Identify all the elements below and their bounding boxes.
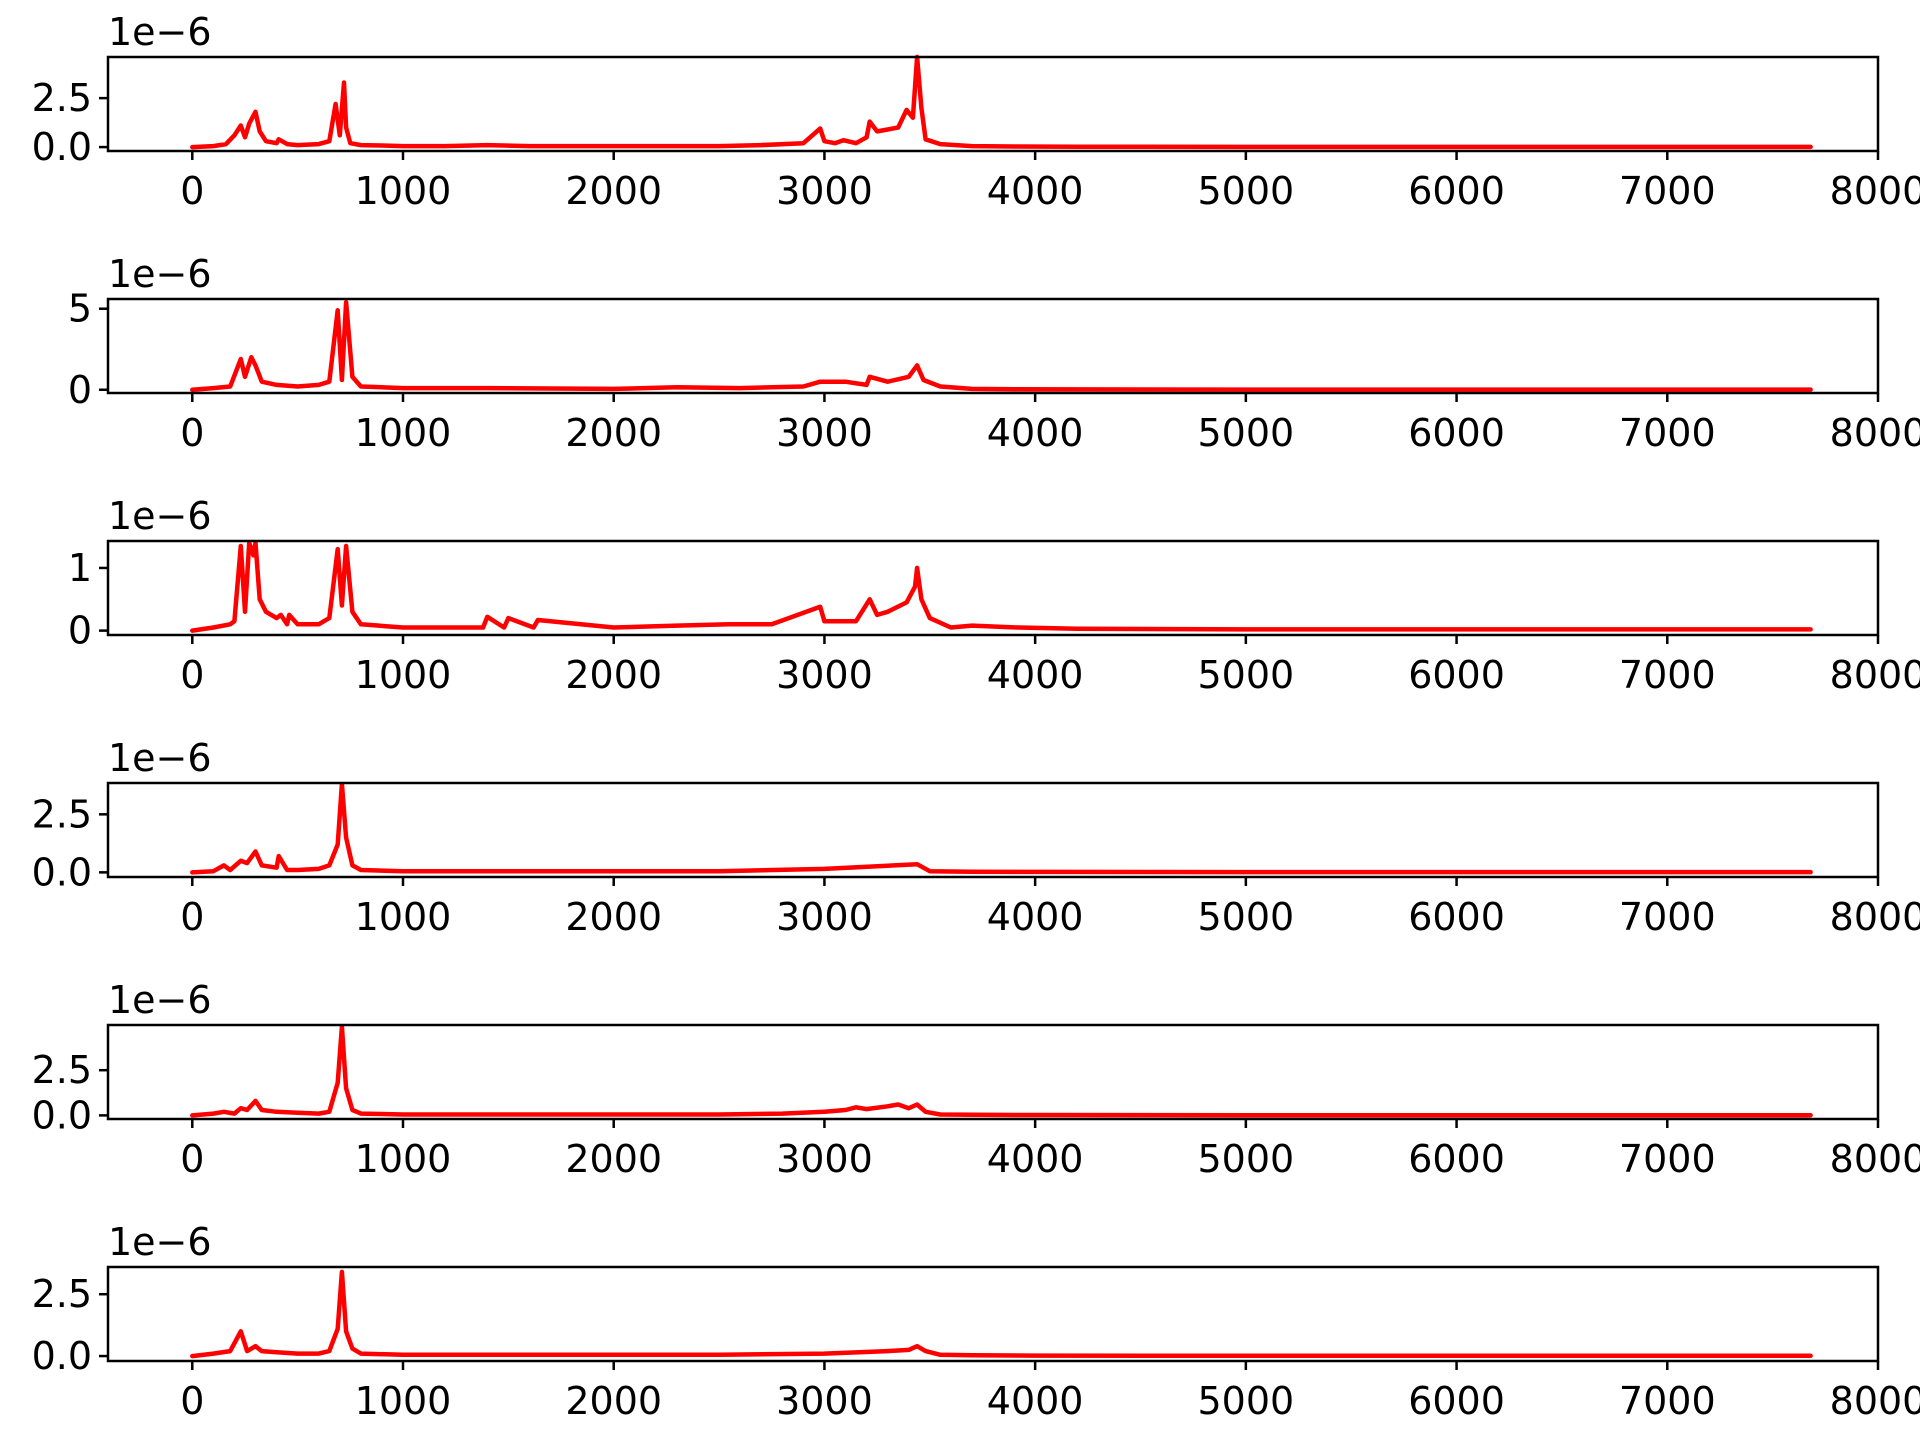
series-line bbox=[190, 54, 1813, 150]
y-tick-label: 2.5 bbox=[32, 1048, 92, 1092]
x-tick-label: 7000 bbox=[1619, 895, 1716, 939]
x-tick-label: 6000 bbox=[1408, 895, 1505, 939]
x-tick-label: 2000 bbox=[565, 1137, 662, 1181]
y-offset-label: 1e−6 bbox=[108, 1220, 212, 1264]
x-tick-label: 8000 bbox=[1830, 411, 1920, 455]
x-tick-label: 4000 bbox=[987, 895, 1084, 939]
subplot-1: 0 1000 2000 3000 4000 5000 6000 7000 8000 0.0 2.5 1… bbox=[32, 10, 1920, 213]
axes-frame bbox=[106, 781, 1880, 879]
y-offset-label: 1e−6 bbox=[108, 978, 212, 1022]
series-line bbox=[190, 299, 1813, 393]
series-line bbox=[190, 1269, 1813, 1359]
x-tick-label: 7000 bbox=[1619, 169, 1716, 213]
x-tick-label: 4000 bbox=[987, 1137, 1084, 1181]
x-tick-label: 5000 bbox=[1197, 653, 1294, 697]
series-line bbox=[190, 1024, 1813, 1118]
x-tick-label: 1000 bbox=[355, 653, 452, 697]
y-offset-label: 1e−6 bbox=[108, 10, 212, 54]
x-tick-label: 5000 bbox=[1197, 169, 1294, 213]
y-tick-label: 0 bbox=[68, 609, 92, 653]
y-tick-label: 2.5 bbox=[32, 76, 92, 120]
x-tick-label: 6000 bbox=[1408, 1137, 1505, 1181]
subplot-3: 0 1000 2000 3000 4000 5000 6000 7000 8000 0 1 1e−6 bbox=[68, 494, 1920, 697]
x-tick-label: 7000 bbox=[1619, 1137, 1716, 1181]
axes-frame bbox=[106, 1265, 1880, 1363]
x-tick-label: 6000 bbox=[1408, 411, 1505, 455]
x-tick-label: 0 bbox=[180, 1379, 204, 1423]
x-tick-label: 1000 bbox=[355, 895, 452, 939]
x-tick-label: 3000 bbox=[776, 1379, 873, 1423]
x-tick-label: 4000 bbox=[987, 169, 1084, 213]
subplot-5: 0 1000 2000 3000 4000 5000 6000 7000 8000 0.02.5 1… bbox=[32, 978, 1920, 1181]
series-line bbox=[190, 540, 1813, 633]
y-tick-label: 0 bbox=[68, 368, 92, 412]
x-tick-label: 0 bbox=[180, 169, 204, 213]
x-tick-label: 2000 bbox=[565, 411, 662, 455]
x-tick-label: 5000 bbox=[1197, 1137, 1294, 1181]
x-tick-label: 5000 bbox=[1197, 1379, 1294, 1423]
y-tick-label: 5 bbox=[68, 287, 92, 331]
x-tick-label: 2000 bbox=[565, 895, 662, 939]
x-tick-label: 0 bbox=[180, 1137, 204, 1181]
y-tick-label: 0.0 bbox=[32, 1334, 92, 1378]
x-tick-label: 8000 bbox=[1830, 653, 1920, 697]
x-tick-label: 8000 bbox=[1830, 169, 1920, 213]
x-tick-label: 8000 bbox=[1830, 895, 1920, 939]
x-tick-label: 7000 bbox=[1619, 653, 1716, 697]
y-tick-label: 1 bbox=[68, 546, 92, 590]
series-line bbox=[190, 781, 1813, 875]
x-tick-label: 6000 bbox=[1408, 653, 1505, 697]
y-offset-label: 1e−6 bbox=[108, 252, 212, 296]
y-tick-label: 0.0 bbox=[32, 125, 92, 169]
x-tick-label: 2000 bbox=[565, 169, 662, 213]
x-tick-label: 3000 bbox=[776, 653, 873, 697]
x-tick-label: 1000 bbox=[355, 411, 452, 455]
x-tick-label: 6000 bbox=[1408, 169, 1505, 213]
x-tick-label: 8000 bbox=[1830, 1379, 1920, 1423]
axes-frame bbox=[106, 55, 1880, 153]
subplot-2: 0 1000 2000 3000 4000 5000 6000 7000 8000 0 5 1e−6 bbox=[68, 252, 1920, 455]
x-tick-label: 5000 bbox=[1197, 895, 1294, 939]
x-tick-label: 1000 bbox=[355, 1379, 452, 1423]
x-tick-label: 2000 bbox=[565, 653, 662, 697]
subplot-4: 0 1000 2000 3000 4000 5000 6000 7000 8000 0.0 2.5 1… bbox=[32, 736, 1920, 939]
x-tick-label: 0 bbox=[180, 653, 204, 697]
axes-frame bbox=[106, 1023, 1880, 1121]
y-offset-label: 1e−6 bbox=[108, 736, 212, 780]
x-tick-label: 7000 bbox=[1619, 411, 1716, 455]
x-tick-label: 7000 bbox=[1619, 1379, 1716, 1423]
x-tick-label: 3000 bbox=[776, 1137, 873, 1181]
x-tick-label: 4000 bbox=[987, 653, 1084, 697]
x-tick-label: 8000 bbox=[1830, 1137, 1920, 1181]
axes-frame bbox=[106, 297, 1880, 395]
x-tick-label: 2000 bbox=[565, 1379, 662, 1423]
x-tick-label: 1000 bbox=[355, 1137, 452, 1181]
y-tick-label: 0.0 bbox=[32, 1093, 92, 1137]
axes-frame bbox=[106, 539, 1880, 637]
x-tick-label: 4000 bbox=[987, 1379, 1084, 1423]
x-tick-label: 3000 bbox=[776, 411, 873, 455]
x-tick-label: 0 bbox=[180, 895, 204, 939]
x-tick-label: 5000 bbox=[1197, 411, 1294, 455]
x-tick-label: 6000 bbox=[1408, 1379, 1505, 1423]
y-tick-label: 0.0 bbox=[32, 850, 92, 894]
x-tick-label: 3000 bbox=[776, 169, 873, 213]
subplot-6: 0 1000 2000 3000 4000 5000 6000 7000 8000 0.0 2.5 1… bbox=[32, 1220, 1920, 1423]
y-tick-label: 2.5 bbox=[32, 792, 92, 836]
x-tick-label: 1000 bbox=[355, 169, 452, 213]
x-tick-label: 3000 bbox=[776, 895, 873, 939]
y-tick-label: 2.5 bbox=[32, 1272, 92, 1316]
x-tick-label: 4000 bbox=[987, 411, 1084, 455]
y-offset-label: 1e−6 bbox=[108, 494, 212, 538]
x-tick-label: 0 bbox=[180, 411, 204, 455]
